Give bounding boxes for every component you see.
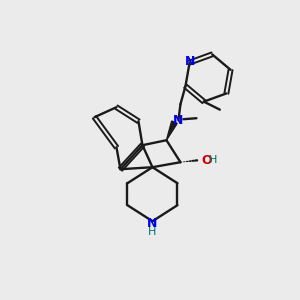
Polygon shape xyxy=(167,121,177,140)
Text: N: N xyxy=(184,55,195,68)
Text: O: O xyxy=(201,154,212,167)
Text: N: N xyxy=(147,217,158,230)
Text: H: H xyxy=(209,155,217,165)
Text: H: H xyxy=(148,227,157,237)
Text: N: N xyxy=(173,114,184,127)
